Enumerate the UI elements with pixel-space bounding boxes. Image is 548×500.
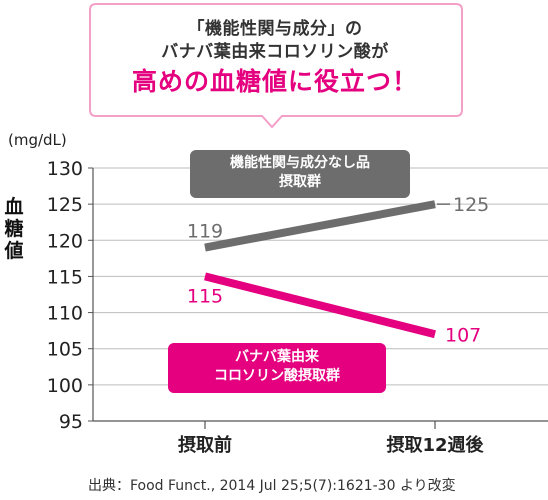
legend-tag-corosolic-group: バナバ葉由来 コロソリン酸摂取群 [168,343,386,393]
callout-bubble [89,3,463,129]
data-label-corosolic-after: 107 [445,324,481,346]
y-axis-unit: (mg/dL) [8,131,67,149]
callout-shape [89,3,463,129]
x-tick-label: 摂取前 [178,434,232,456]
legend-tag-control-line-1: 機能性関与成分なし品 [230,155,370,171]
x-tick-labels: 摂取前 摂取12週後 [178,421,485,456]
y-tick-label: 125 [47,194,83,216]
legend-tag-control-group: 機能性関与成分なし品 摂取群 [190,150,410,198]
series-lines [204,200,436,339]
series-line-control [204,200,436,252]
y-tick-label: 120 [47,230,83,252]
callout-headline: 高めの血糖値に役立つ！ [131,67,418,96]
legend-tag-control-line-2: 摂取群 [279,174,321,190]
y-axis-label: 血糖値 [4,196,24,262]
x-tick-label: 摂取12週後 [386,434,484,456]
y-tick-label: 105 [47,339,83,361]
y-tick-label: 130 [47,158,83,180]
y-tick-label: 100 [47,375,83,397]
data-label-corosolic-before: 115 [187,285,223,307]
data-labels: 119 125 115 107 [187,194,489,346]
y-tick-labels: 95 100 105 110 115 120 125 130 [47,158,93,433]
y-tick-label: 115 [47,266,83,288]
callout-line-2: バナバ葉由来コロソリン酸が [161,42,389,62]
legend-tag-corosolic-line-2: コロソリン酸摂取群 [214,368,340,384]
y-tick-label: 95 [59,411,83,433]
y-tick-label: 110 [47,303,83,325]
legend-tag-corosolic-line-1: バナバ葉由来 [235,349,319,365]
data-label-control-before: 119 [187,221,223,243]
source-citation: 出典：Food Funct., 2014 Jul 25;5(7):1621-30… [88,478,456,494]
data-label-control-after: 125 [453,194,489,216]
series-line-corosolic [204,272,436,339]
callout-line-1: 「機能性関与成分」の [187,19,363,39]
axes [92,168,548,422]
